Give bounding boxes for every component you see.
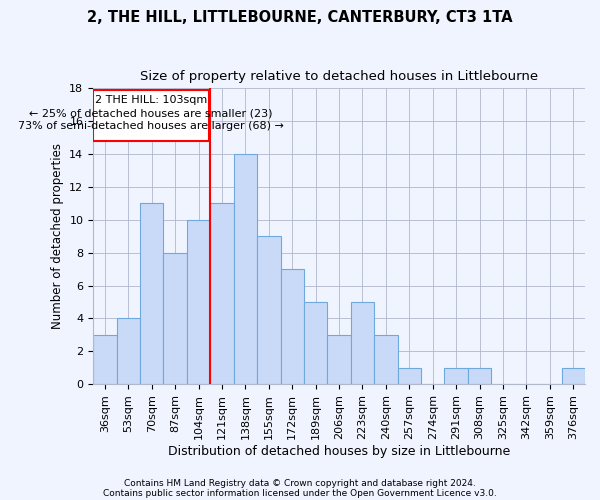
Text: ← 25% of detached houses are smaller (23): ← 25% of detached houses are smaller (23… <box>29 108 273 118</box>
Bar <box>116 318 140 384</box>
Bar <box>281 269 304 384</box>
Title: Size of property relative to detached houses in Littlebourne: Size of property relative to detached ho… <box>140 70 538 83</box>
Text: 73% of semi-detached houses are larger (68) →: 73% of semi-detached houses are larger (… <box>18 121 284 131</box>
FancyBboxPatch shape <box>93 90 209 141</box>
Bar <box>468 368 491 384</box>
Text: Contains public sector information licensed under the Open Government Licence v3: Contains public sector information licen… <box>103 488 497 498</box>
Bar <box>163 252 187 384</box>
Bar <box>304 302 328 384</box>
X-axis label: Distribution of detached houses by size in Littlebourne: Distribution of detached houses by size … <box>168 444 510 458</box>
Bar <box>257 236 281 384</box>
Text: 2, THE HILL, LITTLEBOURNE, CANTERBURY, CT3 1TA: 2, THE HILL, LITTLEBOURNE, CANTERBURY, C… <box>87 10 513 25</box>
Text: 2 THE HILL: 103sqm: 2 THE HILL: 103sqm <box>95 95 207 105</box>
Bar <box>328 335 351 384</box>
Bar <box>93 335 116 384</box>
Y-axis label: Number of detached properties: Number of detached properties <box>51 143 64 329</box>
Bar <box>210 204 233 384</box>
Bar <box>351 302 374 384</box>
Bar <box>140 204 163 384</box>
Bar <box>562 368 585 384</box>
Bar <box>374 335 398 384</box>
Bar <box>187 220 210 384</box>
Bar <box>398 368 421 384</box>
Bar <box>233 154 257 384</box>
Bar <box>445 368 468 384</box>
Text: Contains HM Land Registry data © Crown copyright and database right 2024.: Contains HM Land Registry data © Crown c… <box>124 478 476 488</box>
